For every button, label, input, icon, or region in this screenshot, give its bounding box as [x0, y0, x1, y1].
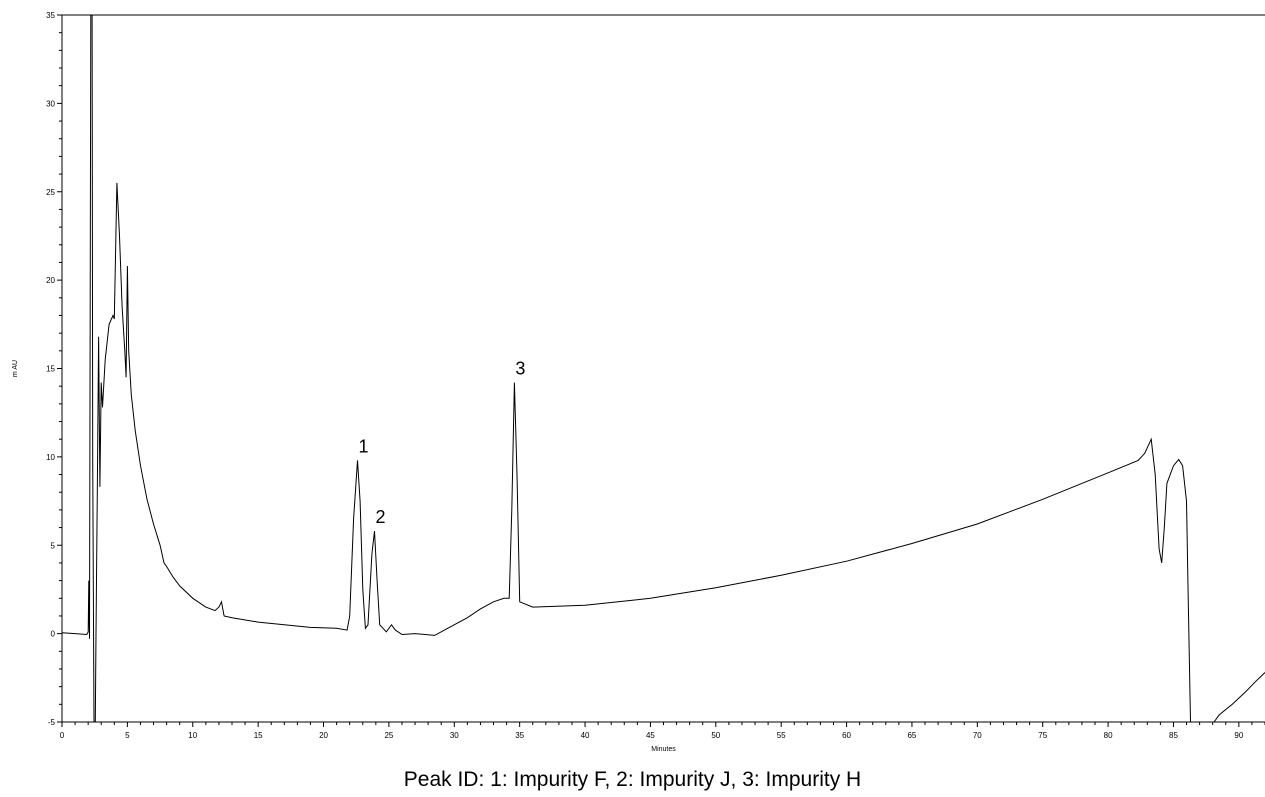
x-tick-label: 35 [515, 731, 524, 740]
peak-label-2: 2 [376, 507, 386, 527]
y-axis: -5 0 5 10 15 20 25 30 35 [46, 11, 62, 727]
x-tick-label: 80 [1104, 731, 1113, 740]
x-tick-label: 90 [1234, 731, 1243, 740]
y-tick-label: 15 [46, 365, 55, 374]
y-tick-label: 10 [46, 453, 55, 462]
x-tick-label: 40 [581, 731, 590, 740]
x-tick-label: 30 [450, 731, 459, 740]
peak-label-3: 3 [515, 359, 525, 379]
x-tick-label: 60 [842, 731, 851, 740]
x-tick-label: 5 [125, 731, 130, 740]
y-tick-label: 20 [46, 276, 55, 285]
x-tick-label: 0 [60, 731, 65, 740]
x-tick-label: 20 [319, 731, 328, 740]
x-tick-label: 25 [384, 731, 393, 740]
y-tick-label: 25 [46, 188, 55, 197]
x-tick-label: 15 [254, 731, 263, 740]
peak-id-caption: Peak ID: 1: Impurity F, 2: Impurity J, 3… [403, 768, 862, 791]
x-tick-label: 50 [711, 731, 720, 740]
y-tick-label: -5 [48, 718, 56, 727]
peak-label-1: 1 [359, 436, 369, 456]
plot-frame [61, 14, 1265, 723]
x-axis-title: Minutes [651, 746, 676, 753]
y-axis-title: m AU [12, 360, 19, 377]
x-axis: 0 5 10 15 20 25 30 35 40 45 50 55 60 65 70 75 80 85 90 [60, 722, 1265, 740]
x-tick-label: 75 [1038, 731, 1047, 740]
peak-annotations: 1 2 3 [359, 359, 526, 527]
y-tick-label: 0 [51, 630, 56, 639]
x-tick-label: 55 [777, 731, 786, 740]
x-tick-label: 65 [907, 731, 916, 740]
y-tick-label: 5 [51, 541, 56, 550]
y-tick-label: 30 [46, 99, 55, 108]
x-tick-label: 85 [1169, 731, 1178, 740]
x-tick-label: 10 [188, 731, 197, 740]
x-tick-label: 70 [973, 731, 982, 740]
x-tick-label: 45 [646, 731, 655, 740]
chromatogram-trace [61, 14, 1265, 723]
y-tick-label: 35 [46, 11, 55, 20]
